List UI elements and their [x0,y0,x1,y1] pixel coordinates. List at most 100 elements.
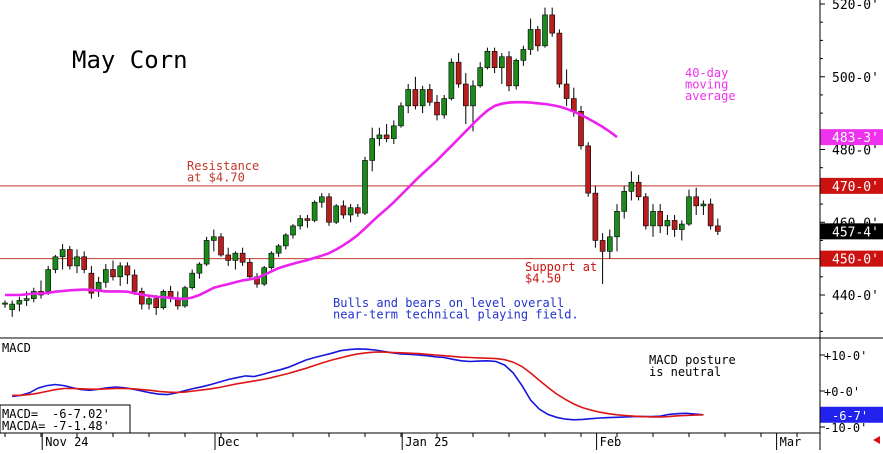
macd-readout-box [0,404,131,434]
candle-body [326,196,332,223]
candle-body [592,192,599,241]
candle-body [434,101,440,116]
candle-body [304,218,311,221]
candle-body [664,220,671,227]
candle-body [599,240,606,252]
ma-label-line: 40-day [685,66,728,80]
macd-tick-label: -10-0' [824,421,867,435]
chart-title: May Corn [72,46,188,74]
candle-body [59,249,66,258]
candle-body [506,56,512,87]
candle-body [247,261,253,278]
candle-body [182,287,188,307]
macd-tag-box [820,406,883,423]
candle-body [441,98,448,116]
candle-body [362,160,368,214]
candle-body [390,125,397,139]
support-label-line: $4.50 [525,272,561,286]
scroll-left-icon [873,436,880,444]
candle-body [678,223,685,230]
candle-body [707,203,714,227]
date-tick-label: Mar [780,435,802,449]
candle-body [117,265,123,278]
macd-annotation-line: MACD posture [649,353,736,367]
candle-body [621,191,628,212]
ma-label-line: average [685,89,736,103]
candle-body [290,225,296,236]
macd-pane-title: MACD [2,341,31,355]
candle-body [498,56,505,68]
macd-readout-value: -6-7.02' [52,407,110,421]
candle-body [491,50,498,68]
candle-body [124,265,131,276]
candle-body [448,61,455,99]
resistance-tag-box [820,177,883,194]
candle-body [513,60,520,87]
candle-body [146,298,152,305]
candle-body [398,105,404,127]
resistance-label-line: at $4.70 [187,171,245,185]
candle-body [650,211,656,227]
candle-body [153,298,159,309]
candle-body [477,67,484,87]
candle-body [614,211,620,238]
candle-body [470,85,476,107]
macd-series-macda [12,351,704,418]
candle-body [218,236,224,256]
candle-body [282,234,289,247]
date-tick-label: Jan 25 [405,435,448,449]
candle-body [520,49,527,61]
candle-body [484,50,491,68]
candle-body [635,181,642,198]
candle-body [81,256,87,270]
macd-tick-label: +10-0' [824,349,867,363]
candle-body [196,263,203,274]
date-tick-label: Nov 24 [45,435,88,449]
support-tag-box [820,250,883,267]
candle-body [74,256,80,267]
candle-body [311,201,318,221]
macd-tick-label: +0-0' [824,385,860,399]
candle-body [103,269,109,283]
candle-body [239,252,246,263]
macd-readout-value: -7-1.48' [52,419,110,433]
candle-body [160,291,167,309]
candle-body [686,196,692,225]
candle-body [23,298,30,301]
macd-tag: -6-7' [832,409,868,423]
candle-body [376,134,383,139]
commentary-line: Bulls and bears on level overall [333,296,564,310]
candle-body [412,89,419,107]
candle-body [714,225,721,232]
candle-body [211,236,217,241]
date-tick-label: Feb [600,435,622,449]
candle-body [232,252,239,261]
candle-body [52,256,59,270]
candle-body [297,218,304,227]
ma40-tag-box [820,129,883,146]
macd-readout-label: MACDA= [2,419,45,433]
macd-readout-label: MACD= [2,407,38,421]
candle-body [225,254,231,261]
candle-body [383,134,390,139]
candle-body [671,220,678,230]
candle-body [2,302,8,305]
candle-body [534,29,541,47]
price-tick-label: 500-0' [832,71,879,86]
support-label-line: Support at [525,260,597,274]
candle-body [67,249,73,267]
candle-body [527,29,534,50]
candle-body [563,83,570,99]
candle-body [556,32,563,85]
ma40-tag: 483-3' [832,131,879,146]
candle-body [570,98,577,112]
candle-body [405,89,412,107]
candle-body [628,181,635,192]
candle-body [426,89,433,103]
candle-body [9,303,15,310]
candle-body [189,272,195,289]
commentary-line: near-term technical playing field. [333,308,579,322]
candle-body [542,14,548,47]
